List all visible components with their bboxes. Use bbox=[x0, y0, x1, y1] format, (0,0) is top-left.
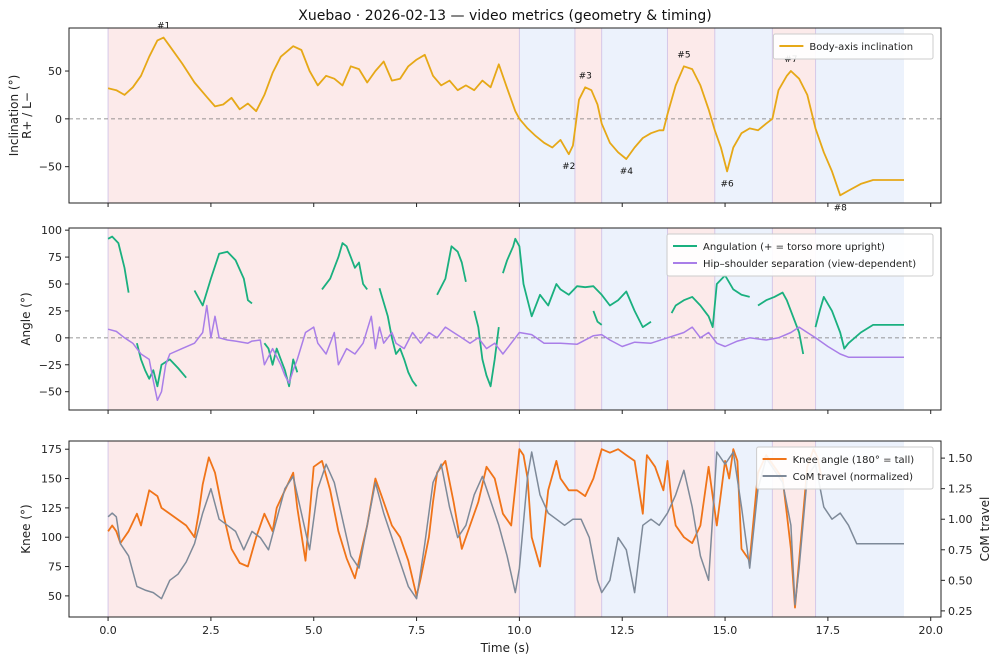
y-tick-label: −50 bbox=[39, 386, 62, 399]
y-tick-label: 100 bbox=[41, 224, 62, 237]
panel-inclination: −50 0 50 Inclination (°) R+ / L− #1 #2 #3 #4 #5 #6… bbox=[7, 22, 942, 213]
y-axis-label: Inclination (°) bbox=[7, 75, 21, 157]
legend-label: Angulation (+ = torso more upright) bbox=[703, 242, 885, 253]
y-axis-label: Angle (°) bbox=[19, 292, 33, 345]
x-tick-label: 15.0 bbox=[713, 624, 738, 637]
phase-span bbox=[601, 28, 668, 203]
chart-title: Xuebao · 2026-02-13 — video metrics (geo… bbox=[298, 8, 712, 24]
series-layer bbox=[107, 36, 904, 197]
series-line-angles-0 bbox=[502, 237, 652, 328]
y-tick-label: 150 bbox=[41, 473, 62, 486]
y-tick-label: −50 bbox=[39, 161, 62, 174]
panel-layer: −50 0 50 Inclination (°) R+ / L− #1 #2 #3 #4 #5 #6… bbox=[7, 22, 992, 637]
series-line-angles-0 bbox=[436, 245, 467, 296]
phase-span bbox=[574, 28, 602, 203]
x-tick-label: 10.0 bbox=[507, 624, 532, 637]
peak-annotation: #7 bbox=[784, 55, 797, 65]
panel-angles: −50 −25 0 25 50 75 100 Angle (°) Angulation (+ =… bbox=[19, 224, 942, 414]
phase-span bbox=[601, 228, 668, 410]
peak-annotation: #3 bbox=[579, 71, 592, 81]
series-line-angles-0 bbox=[757, 291, 805, 355]
phase-span bbox=[108, 28, 520, 203]
phase-span bbox=[519, 28, 575, 203]
y-tick-label: 0 bbox=[55, 332, 62, 345]
axes-frame bbox=[68, 440, 942, 618]
x-tick-label: 12.5 bbox=[610, 624, 635, 637]
x-tick-label: 17.5 bbox=[816, 624, 841, 637]
x-tick-label: 7.5 bbox=[408, 624, 426, 637]
series-line-angles-0 bbox=[670, 274, 750, 328]
series-line-angles-0 bbox=[136, 342, 187, 388]
y-tick-label: 75 bbox=[48, 251, 62, 264]
phase-span bbox=[574, 228, 602, 410]
series-line-angles-0 bbox=[107, 235, 130, 293]
legend-box bbox=[666, 233, 934, 277]
phase-span bbox=[108, 228, 520, 410]
phase-span bbox=[667, 441, 715, 617]
legend: Angulation (+ = torso more upright) Hip–s… bbox=[666, 233, 934, 277]
y-tick-label: 0 bbox=[55, 113, 62, 126]
phase-span bbox=[519, 228, 575, 410]
x-tick-label: 2.5 bbox=[202, 624, 220, 637]
series-line-knee-1 bbox=[107, 451, 904, 606]
peak-annotation: #8 bbox=[834, 203, 848, 213]
y-tick-label: 50 bbox=[48, 65, 62, 78]
legend: Knee angle (180° = tall) CoM travel (norm… bbox=[756, 446, 934, 490]
y-right-tick-label: 0.75 bbox=[948, 544, 973, 557]
series-line-angles-0 bbox=[193, 250, 253, 307]
series-line-angles-1 bbox=[107, 304, 904, 402]
y-right-tick-label: 1.50 bbox=[948, 452, 973, 465]
y-right-tick-label: 0.50 bbox=[948, 574, 973, 587]
legend-label: CoM travel (normalized) bbox=[793, 472, 914, 483]
x-tick-label: 20.0 bbox=[918, 624, 943, 637]
x-tick-label: 0.0 bbox=[99, 624, 117, 637]
axes-frame bbox=[68, 227, 942, 411]
peak-annotation: #1 bbox=[157, 22, 170, 32]
y-tick-label: 25 bbox=[48, 305, 62, 318]
y-right-axis-label: CoM travel bbox=[978, 497, 992, 562]
y-tick-label: 50 bbox=[48, 278, 62, 291]
phase-span bbox=[667, 28, 715, 203]
phase-span bbox=[574, 441, 602, 617]
series-layer bbox=[107, 235, 904, 402]
legend: Body-axis inclination bbox=[772, 33, 934, 60]
legend-box bbox=[756, 446, 934, 490]
series-line-angles-0 bbox=[473, 310, 500, 388]
legend-label: Body-axis inclination bbox=[809, 42, 913, 53]
y-tick-label: 100 bbox=[41, 531, 62, 544]
legend-label: Knee angle (180° = tall) bbox=[793, 455, 915, 466]
series-line-angles-0 bbox=[592, 310, 603, 326]
series-line-angles-0 bbox=[814, 296, 904, 350]
y-right-tick-label: 0.25 bbox=[948, 605, 973, 618]
y-tick-label: 75 bbox=[48, 561, 62, 574]
peak-annotation: #2 bbox=[562, 162, 575, 172]
legend-label: Hip–shoulder separation (view-dependent) bbox=[703, 259, 916, 270]
axes-frame bbox=[68, 27, 942, 204]
legend-box bbox=[772, 33, 934, 60]
series-layer bbox=[107, 448, 904, 609]
y-right-tick-label: 1.00 bbox=[948, 513, 973, 526]
y-axis-label: Knee (°) bbox=[19, 504, 33, 553]
peak-annotation: #5 bbox=[677, 50, 690, 60]
y-tick-label: 125 bbox=[41, 502, 62, 515]
peak-annotation: #4 bbox=[620, 167, 634, 177]
panel-knee: 0.0 2.5 5.0 7.5 10.0 12.5 15.0 17.5 20.0 50 75 100 1… bbox=[19, 440, 992, 637]
x-tick-label: 5.0 bbox=[305, 624, 323, 637]
peak-annotation: #6 bbox=[720, 179, 734, 189]
series-line-angles-0 bbox=[378, 288, 418, 387]
x-axis-label: Time (s) bbox=[480, 641, 530, 655]
y-tick-label: 175 bbox=[41, 443, 62, 456]
phase-span bbox=[714, 28, 773, 203]
series-line-inclination-0 bbox=[107, 36, 904, 197]
series-line-angles-0 bbox=[321, 242, 368, 290]
series-line-knee-0 bbox=[107, 448, 823, 609]
phase-span bbox=[519, 441, 575, 617]
y-right-tick-label: 1.25 bbox=[948, 483, 973, 496]
y-axis-label: R+ / L− bbox=[20, 92, 34, 139]
y-tick-label: −25 bbox=[39, 359, 62, 372]
y-tick-label: 50 bbox=[48, 590, 62, 603]
